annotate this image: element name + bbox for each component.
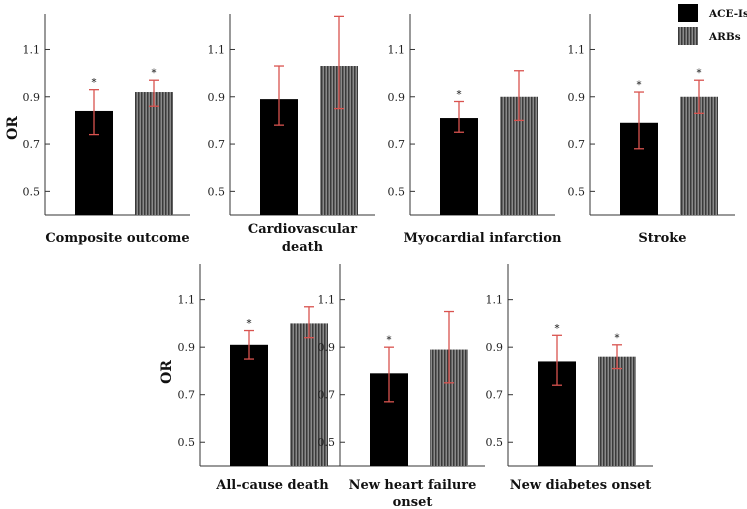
legend-label-arbs: ARBs — [708, 31, 741, 43]
panel-1: 0.5 0.7 0.9 1.1 * * Composite outcome — [23, 14, 190, 246]
y-tick-label: 0.9 — [388, 91, 406, 104]
panel-2: 0.5 0.7 0.9 1.1 Cardiovascular death — [208, 14, 375, 255]
legend-swatch-ace-is — [678, 4, 698, 22]
significance-marker: * — [637, 80, 642, 91]
y-tick-label: 0.5 — [568, 185, 586, 198]
panel-3: 0.5 0.7 0.9 1.1 * Myocardial infarction — [388, 14, 563, 246]
significance-marker: * — [152, 68, 157, 79]
panel-6: 0.5 0.7 0.9 1.1 * New heart failure onset — [318, 264, 485, 509]
y-tick-label: 1.1 — [318, 294, 336, 307]
y-tick-label: 0.7 — [568, 138, 586, 151]
y-tick-label: 0.5 — [23, 185, 41, 198]
bar-arbs — [135, 92, 173, 215]
y-tick-label: 1.1 — [388, 43, 406, 56]
significance-marker: * — [697, 68, 702, 79]
y-tick-label: 0.7 — [318, 389, 336, 402]
y-tick-label: 0.9 — [318, 341, 336, 354]
panel-4: 0.5 0.7 0.9 1.1 * * Stroke — [568, 14, 735, 246]
panel-title: Cardiovascular — [248, 222, 357, 237]
significance-marker: * — [615, 333, 620, 344]
y-tick-label: 0.7 — [486, 389, 504, 402]
chart-panels: 0.5 0.7 0.9 1.1 * * Composite outcome 0.5 0.7 0.9… — [23, 14, 735, 509]
panel-5: 0.5 0.7 0.9 1.1 * All-cause death — [178, 264, 345, 493]
panel-title: Stroke — [638, 231, 686, 246]
bar-ace-is — [230, 344, 268, 466]
bar-ace-is — [440, 118, 478, 215]
significance-marker: * — [555, 323, 560, 334]
y-tick-label: 1.1 — [23, 43, 41, 56]
y-tick-label: 0.9 — [208, 91, 226, 104]
y-tick-label: 0.9 — [178, 341, 196, 354]
panel-title: Composite outcome — [45, 231, 189, 246]
legend-label-ace-is: ACE-Is — [708, 8, 747, 20]
legend: ACE-Is ARBs — [678, 4, 747, 45]
significance-marker: * — [92, 78, 97, 89]
y-tick-label: 0.5 — [388, 185, 406, 198]
significance-marker: * — [387, 335, 392, 346]
y-tick-label: 0.7 — [388, 138, 406, 151]
y-tick-label: 0.5 — [318, 436, 336, 449]
panel-7: 0.5 0.7 0.9 1.1 * * New diabetes onset — [486, 264, 653, 493]
y-tick-label: 0.5 — [486, 436, 504, 449]
panel-title: onset — [393, 495, 433, 509]
bar-arbs — [598, 356, 636, 466]
y-axis-label-top: OR — [5, 116, 21, 140]
y-tick-label: 0.7 — [23, 138, 41, 151]
bar-arbs — [680, 96, 718, 215]
y-tick-label: 0.9 — [486, 341, 504, 354]
y-tick-label: 0.7 — [178, 389, 196, 402]
panel-title: New heart failure — [349, 478, 477, 493]
y-tick-label: 0.9 — [568, 91, 586, 104]
significance-marker: * — [247, 319, 252, 330]
panel-title: All-cause death — [215, 478, 329, 493]
significance-marker: * — [457, 89, 462, 100]
y-tick-label: 0.5 — [178, 436, 196, 449]
y-tick-label: 0.9 — [23, 91, 41, 104]
y-axis-label-bottom: OR — [159, 360, 175, 384]
y-tick-label: 1.1 — [208, 43, 226, 56]
y-tick-label: 1.1 — [178, 294, 196, 307]
y-tick-label: 0.7 — [208, 138, 226, 151]
panel-title: Myocardial infarction — [404, 231, 563, 246]
y-tick-label: 1.1 — [568, 43, 586, 56]
legend-swatch-arbs — [678, 27, 698, 45]
y-tick-label: 0.5 — [208, 185, 226, 198]
bar-arbs — [290, 323, 328, 466]
panel-title: New diabetes onset — [510, 478, 652, 493]
panel-title: death — [282, 240, 324, 255]
y-tick-label: 1.1 — [486, 294, 504, 307]
